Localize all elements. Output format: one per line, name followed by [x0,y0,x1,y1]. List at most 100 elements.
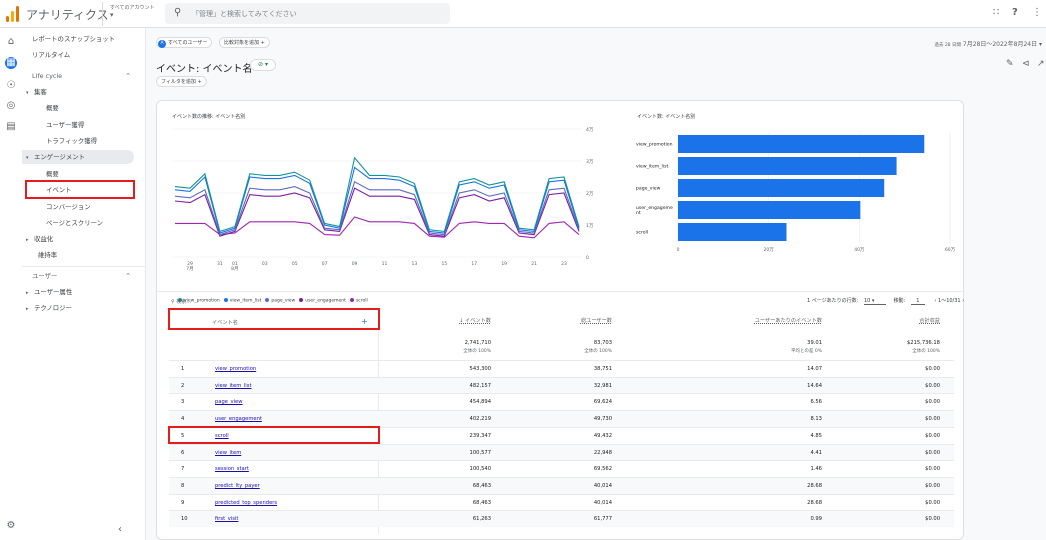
table-row[interactable]: 10 first_visit 61,263 61,777 0.99 $0.00 [169,510,954,527]
table-row[interactable]: 8 predict_lty_payer 68,463 40,014 28.68 $0.00 [169,476,954,494]
table-row[interactable]: 5 scroll 239,347 49,432 4.85 $0.00 [169,426,954,444]
nav-acquisition[interactable]: ▾ 集客 [22,85,146,99]
nav-eng-overview[interactable]: 概要 [46,170,59,178]
bar-category-label: scroll [636,230,648,236]
column-header-events-per-user[interactable]: ユーザーあたりのイベント数 [754,318,822,324]
nav-section-user[interactable]: ユーザー [22,269,146,283]
event-name-link[interactable]: view_item_list [215,382,252,389]
share-icon[interactable]: ⊲ [1022,59,1030,69]
add-dimension-button[interactable]: + [361,317,368,326]
nav-realtime[interactable]: リアルタイム [32,51,71,59]
nav-monetization[interactable]: ▸ 収益化 [22,232,146,246]
events-per-user: 28.68 [807,482,822,489]
x-tick-label: 03 [262,261,268,267]
table-row[interactable]: 6 view_item 100,577 22,948 4.41 $0.00 [169,443,954,461]
table-row[interactable]: 2 view_item_list 482,157 32,981 14.64 $0.00 [169,376,954,394]
row-index: 3 [181,399,185,406]
help-icon[interactable]: ? [1012,7,1018,18]
highlight-box-event-name-header [168,308,380,330]
event-name-link[interactable]: view_item [215,449,242,456]
table-row[interactable]: 4 user_engagement 402,219 49,730 8.13 $0.00 [169,410,954,427]
chevron-up-icon[interactable]: ⌃ [125,72,131,80]
home-icon[interactable]: ⌂ [7,36,15,47]
table-search-input[interactable]: ⚲ 検索... [171,298,191,305]
chevron-up-icon[interactable]: ⌃ [125,272,131,280]
x-tick-label: 29 [187,261,193,267]
nav-engagement[interactable]: ▾ エンゲージメント [22,150,134,164]
legend-label: user_engagement [305,298,346,304]
table-row[interactable]: 3 page_view 454,894 69,624 6.56 $0.00 [169,393,954,410]
explore-icon[interactable]: ☉ [6,80,16,91]
total-users: 69,624 [593,399,612,406]
advertising-icon[interactable]: ◎ [6,100,16,111]
apps-icon[interactable]: ∷ [993,7,1000,18]
legend-label: page_view [271,298,296,304]
nav-demographics[interactable]: ▸ ユーザー属性 [22,285,146,299]
pagination-controls: 1 ページあたりの行数: 10 ▾ 移動: 1 ‹ 1〜10/31 › [807,297,964,305]
nav-conversions[interactable]: コンバージョン [46,203,91,211]
date-range-picker[interactable]: 過去 28 日間 7月28日〜2022年8月24日 ▾ [934,39,1042,48]
search-bar[interactable]: ⚲ 「管理」と検索してみてください [165,3,450,24]
row-index: 2 [181,382,185,389]
segment-chip[interactable]: A すべてのユーザー [156,37,213,48]
table-row[interactable]: 1 view_promotion 543,300 38,751 14.07 $0.00 [169,360,954,377]
event-count: 61,263 [472,516,491,523]
nav-pages-screens[interactable]: ページとスクリーン [46,219,104,227]
nav-section-lifecycle[interactable]: Life cycle [22,69,146,83]
event-name-link[interactable]: view_promotion [215,366,257,372]
y-tick-label: 3万 [586,159,594,165]
add-comparison-chip[interactable]: 比較対象を追加 + [219,37,270,48]
nav-retention[interactable]: 維持率 [38,251,58,259]
more-vert-icon[interactable]: ⋮ [1032,7,1042,18]
insights-icon[interactable]: ↗ [1037,59,1045,69]
event-name-link[interactable]: page_view [215,399,243,406]
total-users: 32,981 [593,382,612,389]
nav-events[interactable]: イベント [46,186,72,194]
bar-user_engagement[interactable] [678,201,861,219]
column-header-event-name[interactable]: イベント名 [212,320,238,326]
goto-page-input[interactable]: 1 [910,298,925,305]
column-header-event-count[interactable]: ↓ イベント数 [459,318,491,324]
configure-icon[interactable]: ▤ [6,121,16,132]
y-tick-label: 1万 [586,223,594,229]
rows-per-page-select[interactable]: 10 ▾ [863,298,886,305]
nav-user-acquisition[interactable]: ユーザー獲得 [46,121,85,129]
column-header-total-users[interactable]: 総ユーザー数 [580,318,612,324]
event-name-link[interactable]: session_start [215,466,249,473]
row-index: 9 [181,499,185,506]
table-row[interactable]: 7 session_start 100,540 69,562 1.46 $0.00 [169,460,954,477]
event-name-link[interactable]: predicted_top_spenders [215,499,278,506]
bar-scroll[interactable] [678,223,787,241]
add-filter-chip[interactable]: フィルタを追加 + [156,76,207,87]
table-row[interactable]: 9 predicted_top_spenders 68,463 40,014 28.68… [169,493,954,511]
account-selector[interactable]: すべてのアカウント ▾ [102,2,154,26]
search-icon: ⚲ [171,299,175,305]
collapse-nav-icon[interactable]: ‹ [118,524,122,535]
customize-report-icon[interactable]: ✎ [1006,59,1014,69]
title-status-badge[interactable]: ⊘ ▾ [250,59,276,71]
pager[interactable]: ‹ 1〜10/31 › [934,298,965,304]
app-name[interactable]: アナリティクス [26,8,109,22]
bar-chart: 0 20万 40万 60万 view_promotion view_item_listpa… [636,133,955,253]
series-line-view_promotion [174,156,580,233]
bar-chart-title: イベント数: イベント名別 [637,114,696,120]
nav-acq-overview[interactable]: 概要 [46,104,59,112]
events-per-user: 28.68 [807,499,822,506]
event-name-link[interactable]: scroll [215,432,229,439]
nav-traffic-acquisition[interactable]: トラフィック獲得 [46,137,97,145]
event-name-link[interactable]: first_visit [215,516,239,523]
event-name-link[interactable]: predict_lty_payer [215,482,260,489]
nav-report-snapshot[interactable]: レポートのスナップショット [32,35,116,43]
line-chart-legend: view_promotion view_item_list page_view use… [174,298,368,304]
bar-page_view[interactable] [678,179,885,197]
total-users: 40,014 [593,499,612,506]
total-users: 69,562 [593,466,612,473]
event-name-link[interactable]: user_engagement [215,416,262,423]
settings-icon[interactable]: ⚙ [6,520,16,531]
reports-icon[interactable]: ▦ [5,57,17,69]
column-header-total-revenue[interactable]: 合計収益 [919,318,940,324]
nav-technology[interactable]: ▸ テクノロジー [22,301,146,315]
bar-view_promotion[interactable] [678,135,925,153]
x-tick-label: 21 [531,261,537,267]
bar-view_item_list[interactable] [678,157,897,175]
